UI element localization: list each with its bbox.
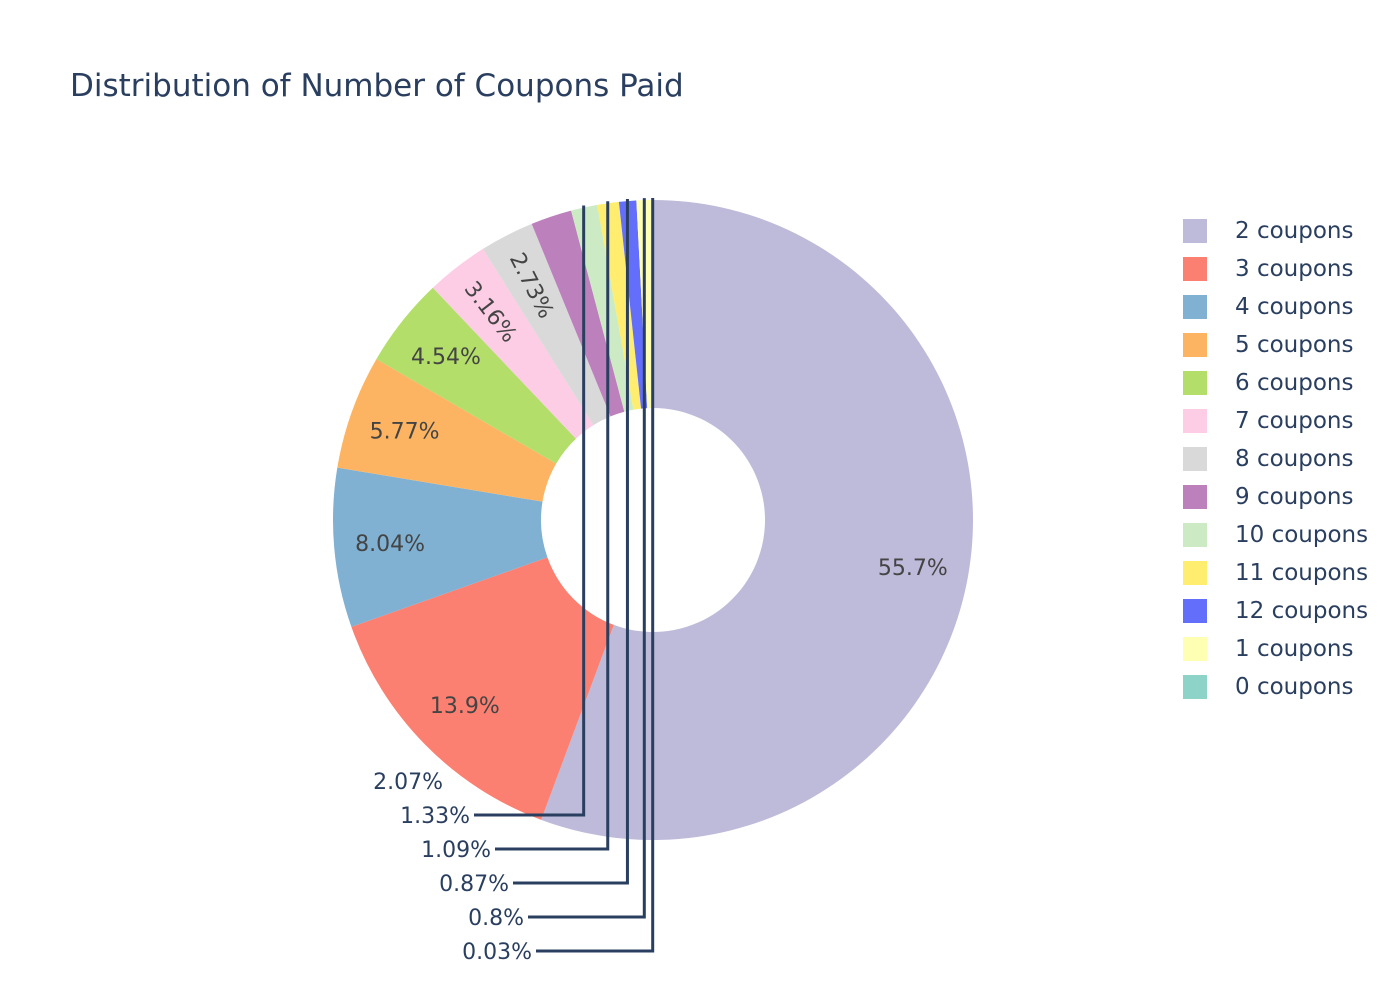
- slice-3-coupons[interactable]: [351, 557, 614, 820]
- slice-4-coupons[interactable]: [332, 467, 548, 627]
- slice-label: 1.33%: [400, 804, 470, 829]
- legend-label: 9 coupons: [1235, 484, 1354, 510]
- legend-item[interactable]: 10 coupons: [1183, 516, 1368, 554]
- slice-label: 1.09%: [421, 838, 491, 863]
- chart-title: Distribution of Number of Coupons Paid: [70, 68, 684, 104]
- slice-label: 13.9%: [430, 694, 500, 719]
- slice-label: 0.03%: [462, 940, 532, 965]
- legend-label: 8 coupons: [1235, 446, 1354, 472]
- legend-item[interactable]: 9 coupons: [1183, 478, 1368, 516]
- legend-label: 7 coupons: [1235, 408, 1354, 434]
- legend-label: 5 coupons: [1235, 332, 1354, 358]
- legend-item[interactable]: 4 coupons: [1183, 288, 1368, 326]
- slice-label: 8.04%: [355, 532, 425, 557]
- slice-label: 4.54%: [411, 345, 481, 370]
- legend-item[interactable]: 11 coupons: [1183, 554, 1368, 592]
- slice-2-coupons[interactable]: [541, 200, 973, 840]
- slice-label: 55.7%: [878, 556, 948, 581]
- legend-swatch: [1183, 371, 1207, 395]
- leader-line: [474, 205, 586, 817]
- legend-label: 3 coupons: [1235, 256, 1354, 282]
- legend-item[interactable]: 8 coupons: [1183, 440, 1368, 478]
- leader-line: [513, 199, 629, 885]
- legend-swatch: [1183, 599, 1207, 623]
- legend-swatch: [1183, 675, 1207, 699]
- legend-label: 1 coupons: [1235, 636, 1354, 662]
- legend-swatch: [1183, 523, 1207, 547]
- slice-8-coupons[interactable]: [482, 223, 611, 426]
- legend-label: 4 coupons: [1235, 294, 1354, 320]
- legend-label: 11 coupons: [1235, 560, 1369, 586]
- legend-label: 0 coupons: [1235, 674, 1354, 700]
- legend-swatch: [1183, 447, 1207, 471]
- legend-label: 10 coupons: [1235, 522, 1369, 548]
- slice-label: 2.07%: [373, 770, 443, 795]
- legend-swatch: [1183, 295, 1207, 319]
- legend-item[interactable]: 7 coupons: [1183, 402, 1368, 440]
- leader-line: [495, 201, 610, 851]
- legend-item[interactable]: 0 coupons: [1183, 668, 1368, 706]
- legend-swatch: [1183, 257, 1207, 281]
- slice-label: 0.87%: [439, 872, 509, 897]
- legend-swatch: [1183, 219, 1207, 243]
- legend-label: 12 coupons: [1235, 598, 1369, 624]
- legend-item[interactable]: 6 coupons: [1183, 364, 1368, 402]
- legend-item[interactable]: 1 coupons: [1183, 630, 1368, 668]
- legend-swatch: [1183, 485, 1207, 509]
- slice-6-coupons[interactable]: [376, 287, 576, 464]
- legend-swatch: [1183, 333, 1207, 357]
- legend-label: 6 coupons: [1235, 370, 1354, 396]
- slice-label: 0.8%: [468, 906, 524, 931]
- slice-10-coupons[interactable]: [571, 204, 634, 412]
- leader-line: [536, 198, 655, 953]
- slice-7-coupons[interactable]: [432, 248, 594, 439]
- legend-swatch: [1183, 637, 1207, 661]
- legend-item[interactable]: 2 coupons: [1183, 212, 1368, 250]
- legend-item[interactable]: 12 coupons: [1183, 592, 1368, 630]
- legend-label: 2 coupons: [1235, 218, 1354, 244]
- legend-item[interactable]: 3 coupons: [1183, 250, 1368, 288]
- leader-line: [528, 198, 646, 919]
- slice-5-coupons[interactable]: [337, 359, 557, 502]
- legend-swatch: [1183, 409, 1207, 433]
- legend-swatch: [1183, 561, 1207, 585]
- legend: 2 coupons 3 coupons 4 coupons 5 coupons 6 co…: [1183, 212, 1368, 706]
- slice-label: 5.77%: [370, 420, 440, 445]
- slice-9-coupons[interactable]: [531, 210, 625, 417]
- legend-item[interactable]: 5 coupons: [1183, 326, 1368, 364]
